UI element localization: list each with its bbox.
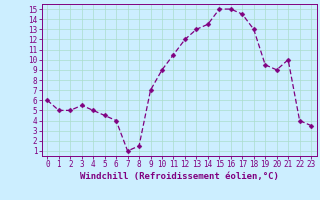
X-axis label: Windchill (Refroidissement éolien,°C): Windchill (Refroidissement éolien,°C) xyxy=(80,172,279,181)
